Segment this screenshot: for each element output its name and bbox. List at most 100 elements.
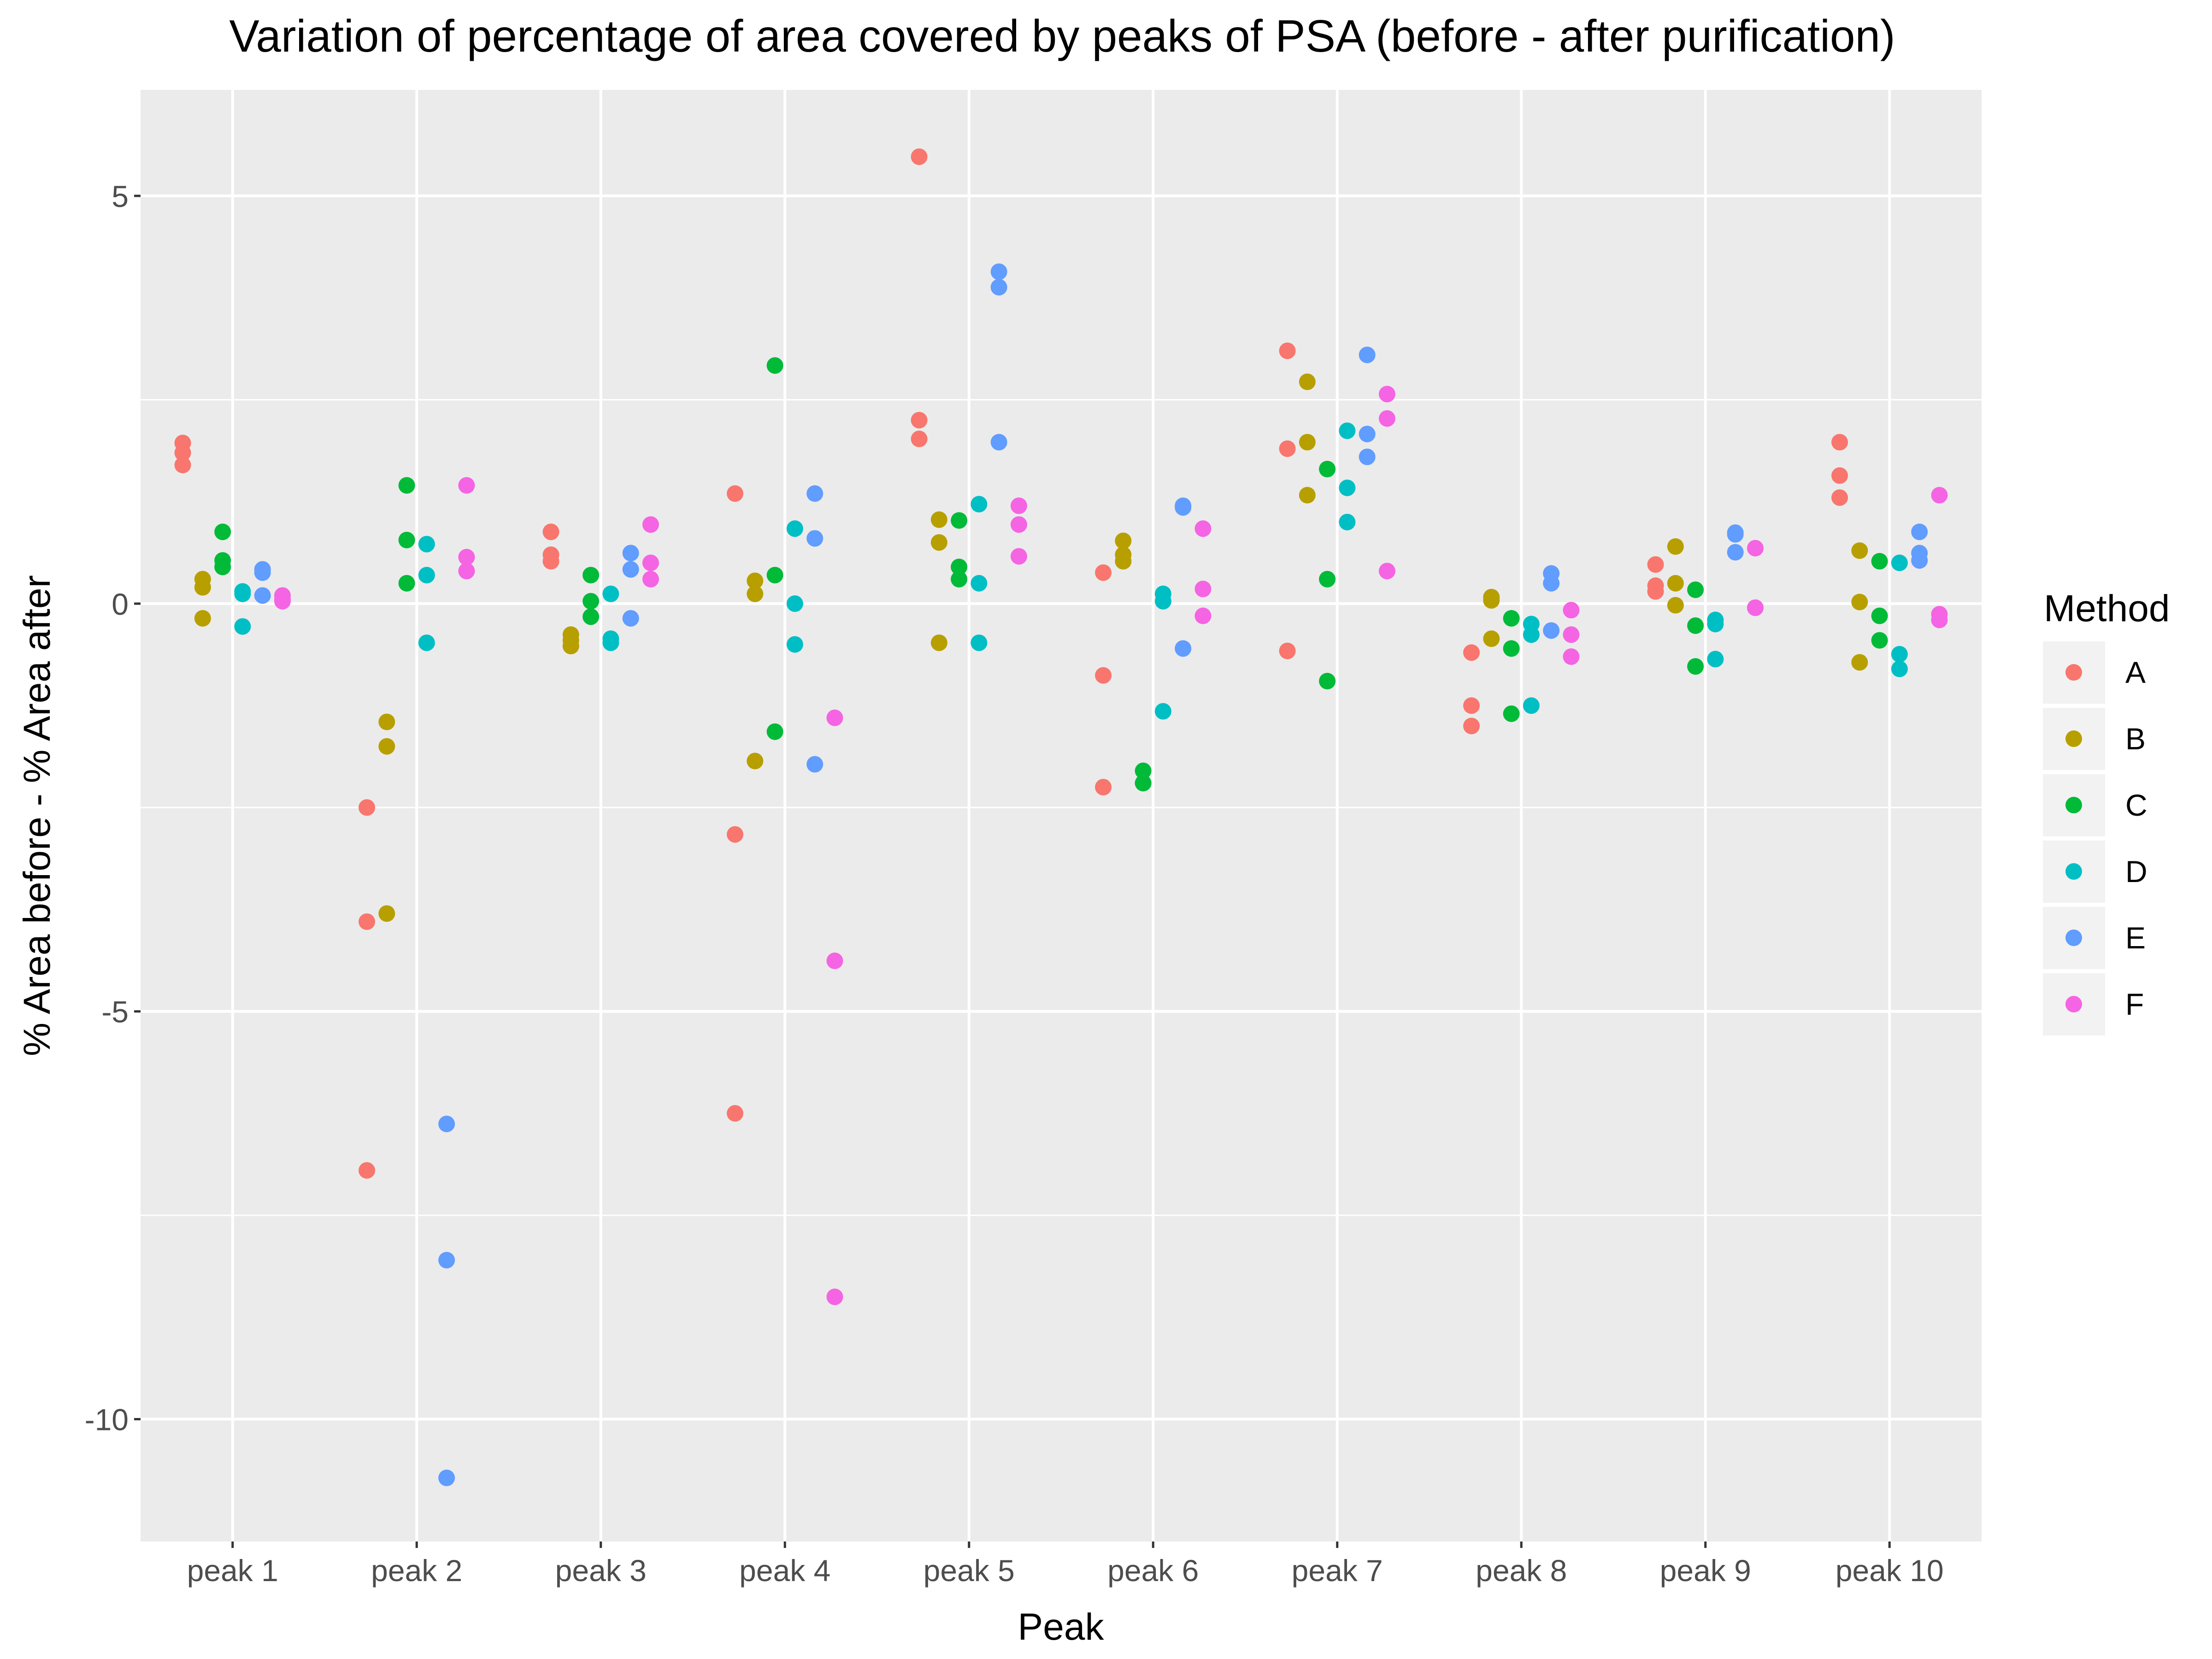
legend-key-C: [2065, 797, 2082, 813]
data-point-C: [1687, 658, 1704, 675]
data-point-E: [1175, 640, 1192, 657]
data-point-A: [174, 457, 191, 474]
data-point-A: [1095, 564, 1112, 581]
data-point-B: [1483, 592, 1500, 609]
data-point-E: [1359, 347, 1376, 364]
data-point-F: [826, 709, 843, 726]
data-point-A: [911, 148, 928, 165]
data-point-C: [1319, 460, 1336, 477]
data-point-C: [766, 566, 783, 583]
data-point-F: [1931, 612, 1948, 629]
legend-label-D: D: [2125, 854, 2147, 888]
data-point-B: [1667, 575, 1684, 592]
data-point-A: [359, 913, 376, 930]
data-point-E: [438, 1469, 455, 1486]
data-point-C: [766, 357, 783, 374]
data-point-F: [1563, 626, 1580, 643]
legend-key-B: [2065, 730, 2082, 747]
data-point-A: [1279, 440, 1296, 457]
data-point-E: [1543, 622, 1560, 639]
data-point-C: [398, 575, 415, 592]
data-point-F: [1010, 516, 1027, 533]
data-point-F: [642, 571, 659, 588]
data-point-C: [1871, 632, 1888, 649]
data-point-A: [727, 826, 744, 843]
data-point-B: [1299, 434, 1316, 451]
data-point-B: [930, 534, 947, 551]
data-point-F: [1747, 599, 1764, 616]
data-point-D: [786, 636, 803, 653]
data-point-C: [1319, 571, 1336, 588]
data-point-B: [1115, 532, 1132, 549]
data-point-F: [274, 593, 291, 610]
data-point-B: [378, 738, 395, 755]
data-point-B: [1299, 373, 1316, 390]
chart-title: Variation of percentage of area covered …: [229, 11, 1895, 61]
grid-lines: [141, 90, 1982, 1541]
x-tick-label: peak 1: [187, 1553, 278, 1588]
data-point-D: [1339, 513, 1356, 530]
data-point-D: [1891, 554, 1908, 571]
data-point-A: [542, 524, 559, 541]
data-point-E: [806, 756, 824, 773]
data-point-C: [582, 566, 600, 583]
data-point-F: [1931, 487, 1948, 504]
data-point-A: [1463, 697, 1480, 714]
data-point-A: [1279, 642, 1296, 659]
y-tick-label: 5: [112, 179, 129, 213]
data-point-F: [1194, 520, 1212, 537]
data-point-F: [1563, 648, 1580, 665]
x-tick-label: peak 9: [1660, 1553, 1751, 1588]
data-point-C: [582, 608, 600, 625]
data-point-F: [642, 554, 659, 571]
data-point-D: [418, 566, 435, 583]
legend-label-C: C: [2125, 788, 2147, 822]
data-point-E: [1359, 425, 1376, 442]
data-point-D: [1523, 697, 1540, 714]
data-point-D: [418, 634, 435, 651]
data-point-F: [1563, 602, 1580, 619]
data-point-C: [582, 593, 600, 610]
data-point-E: [1911, 552, 1928, 569]
data-point-E: [1911, 524, 1928, 541]
data-point-A: [1831, 489, 1848, 506]
data-point-A: [727, 1105, 744, 1122]
data-point-A: [1831, 434, 1848, 451]
data-point-B: [1851, 542, 1868, 559]
data-point-D: [1339, 479, 1356, 496]
data-point-F: [1010, 497, 1027, 514]
data-point-E: [622, 610, 639, 627]
data-point-E: [990, 434, 1007, 451]
data-point-A: [1095, 667, 1112, 684]
data-point-B: [1667, 538, 1684, 555]
data-point-C: [1687, 617, 1704, 634]
y-tick-label: -10: [85, 1403, 129, 1437]
legend-label-E: E: [2125, 921, 2146, 955]
data-point-C: [951, 559, 968, 576]
data-point-E: [438, 1115, 455, 1132]
x-tick-label: peak 10: [1835, 1553, 1944, 1588]
data-point-E: [990, 279, 1007, 296]
data-point-F: [1747, 540, 1764, 557]
legend-label-F: F: [2125, 987, 2144, 1021]
data-points: [174, 148, 1948, 1486]
data-point-E: [1175, 499, 1192, 516]
data-point-A: [174, 444, 191, 461]
data-point-A: [359, 1162, 376, 1179]
x-tick-label: peak 2: [371, 1553, 462, 1588]
data-point-F: [642, 516, 659, 533]
data-point-D: [1891, 660, 1908, 677]
data-point-A: [911, 412, 928, 429]
data-point-F: [826, 953, 843, 969]
x-tick-label: peak 8: [1476, 1553, 1567, 1588]
data-point-B: [378, 905, 395, 922]
data-point-A: [1647, 556, 1664, 573]
data-point-E: [254, 564, 271, 581]
data-point-B: [1299, 487, 1316, 504]
data-point-B: [194, 579, 211, 596]
y-tick-label: 0: [112, 587, 129, 621]
data-point-F: [1010, 548, 1027, 565]
data-point-D: [234, 585, 251, 602]
